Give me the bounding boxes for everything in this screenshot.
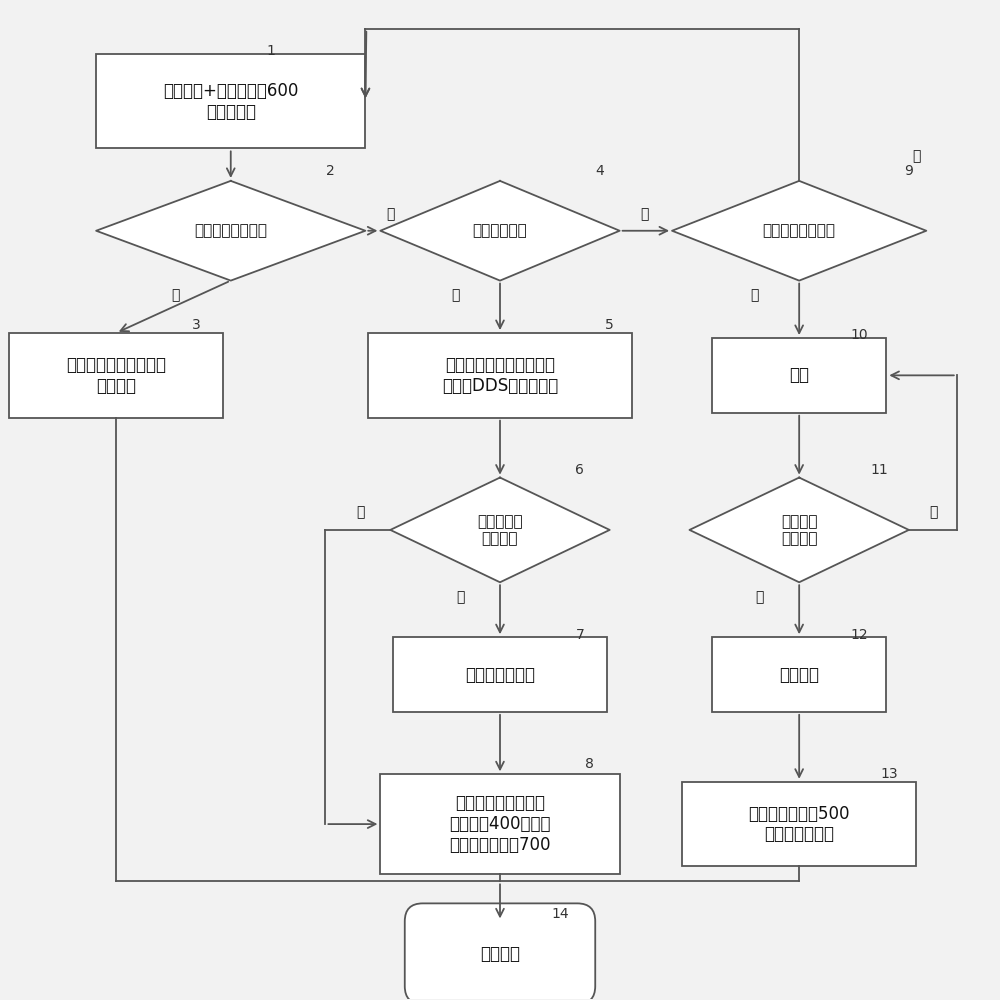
Text: 发送指令，通过四种
工作模式400将波形
输出到输出接口700: 发送指令，通过四种 工作模式400将波形 输出到输出接口700	[449, 794, 551, 854]
Text: 5: 5	[605, 318, 614, 332]
Text: 7: 7	[575, 628, 584, 642]
Text: 11: 11	[870, 463, 888, 477]
Polygon shape	[689, 478, 909, 582]
Text: 波形是否
发送结束: 波形是否 发送结束	[781, 514, 817, 546]
Text: 在段式液晶显示500
上显示计数结果: 在段式液晶显示500 上显示计数结果	[748, 805, 850, 843]
Polygon shape	[380, 181, 620, 281]
Text: 程序结束: 程序结束	[480, 945, 520, 963]
Text: 否: 否	[356, 505, 365, 519]
Text: 计数结束: 计数结束	[779, 666, 819, 684]
Text: 是: 是	[451, 289, 459, 303]
FancyBboxPatch shape	[9, 333, 223, 418]
Text: 根据指令存储到相应的
存储模块: 根据指令存储到相应的 存储模块	[66, 356, 166, 395]
Text: 10: 10	[850, 328, 868, 342]
Text: 否: 否	[386, 207, 394, 221]
Text: 13: 13	[880, 767, 898, 781]
FancyBboxPatch shape	[380, 774, 620, 874]
Text: 对波形进行调节: 对波形进行调节	[465, 666, 535, 684]
Text: 8: 8	[585, 757, 594, 771]
Text: 是: 是	[172, 289, 180, 303]
Text: 6: 6	[575, 463, 584, 477]
Text: 否: 否	[930, 505, 938, 519]
Text: 是: 是	[750, 289, 758, 303]
Polygon shape	[96, 181, 365, 281]
Text: 接受键盘+旋钮编码器600
发送的指令: 接受键盘+旋钮编码器600 发送的指令	[163, 82, 298, 121]
Polygon shape	[672, 181, 926, 281]
Text: 计数: 计数	[789, 366, 809, 384]
Text: 是否下载波形数据: 是否下载波形数据	[194, 223, 267, 238]
FancyBboxPatch shape	[368, 333, 632, 418]
Text: 是否调用波形: 是否调用波形	[473, 223, 527, 238]
Text: 12: 12	[850, 628, 868, 642]
Text: 是: 是	[456, 590, 464, 604]
Text: 14: 14	[551, 907, 569, 921]
FancyBboxPatch shape	[96, 54, 365, 148]
FancyBboxPatch shape	[682, 782, 916, 866]
FancyBboxPatch shape	[405, 903, 595, 1000]
Text: 是: 是	[755, 590, 763, 604]
FancyBboxPatch shape	[712, 338, 886, 413]
Text: 否: 否	[640, 207, 649, 221]
FancyBboxPatch shape	[712, 637, 886, 712]
Polygon shape	[390, 478, 610, 582]
Text: 是否接收脉冲波形: 是否接收脉冲波形	[763, 223, 836, 238]
Text: 根据指令调用相应的存储
模块或DDS的波形数据: 根据指令调用相应的存储 模块或DDS的波形数据	[442, 356, 558, 395]
Text: 4: 4	[595, 164, 604, 178]
FancyBboxPatch shape	[393, 637, 607, 712]
Text: 1: 1	[266, 44, 275, 58]
Text: 是否对波形
进行调节: 是否对波形 进行调节	[477, 514, 523, 546]
Text: 2: 2	[326, 164, 335, 178]
Text: 9: 9	[904, 164, 913, 178]
Text: 否: 否	[912, 149, 921, 163]
Text: 3: 3	[191, 318, 200, 332]
